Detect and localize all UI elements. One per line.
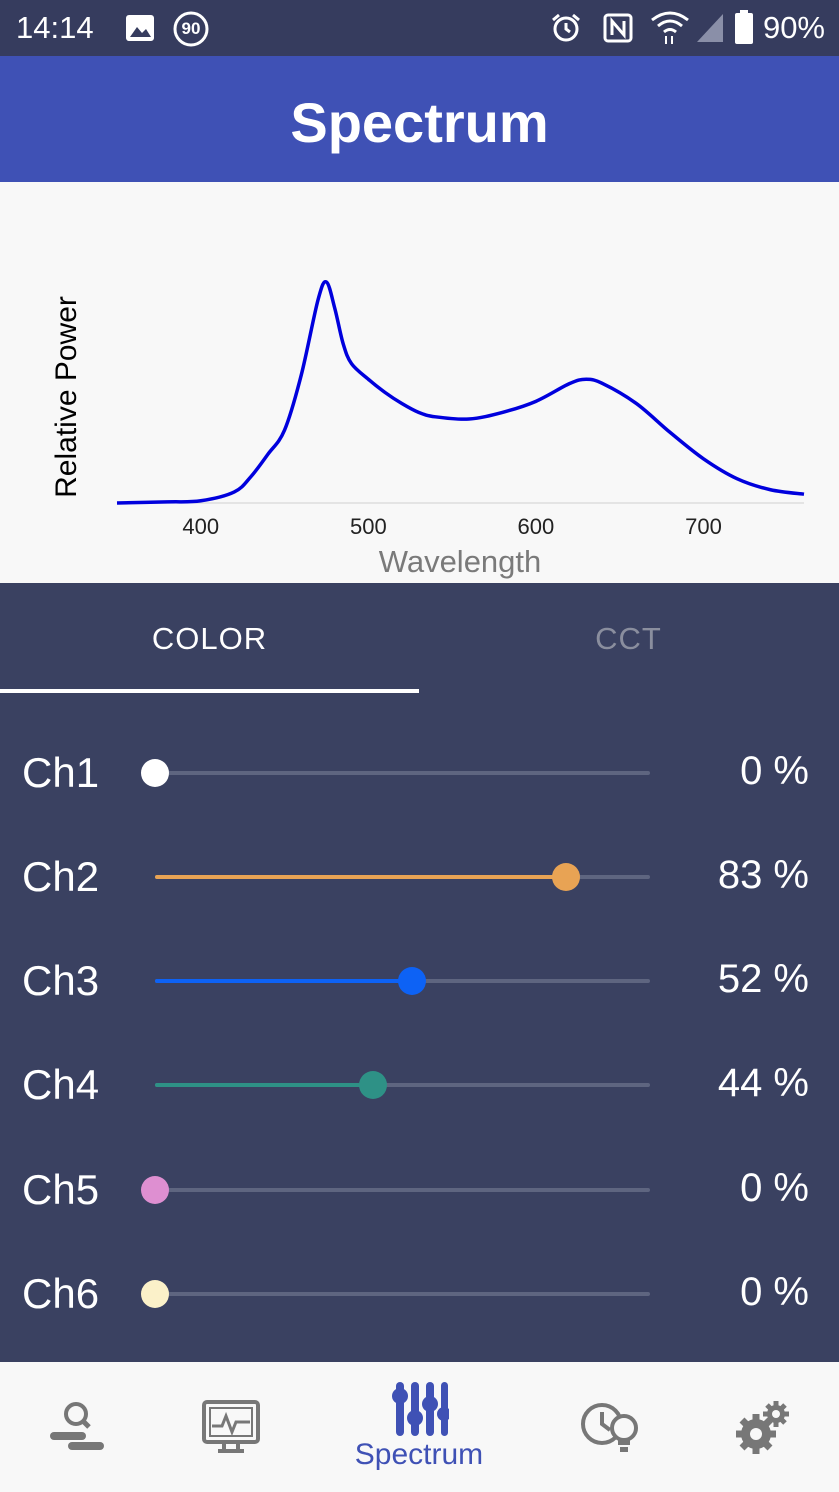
battery-icon [735, 10, 753, 44]
x-tick-label: 700 [685, 514, 722, 539]
nav-device-search[interactable] [30, 1362, 124, 1492]
tab-cct[interactable]: CCT [595, 621, 662, 656]
sliders-icon [392, 1382, 449, 1436]
channel-label: Ch5 [22, 1166, 100, 1213]
wifi-icon [651, 11, 689, 44]
slider-fill [155, 979, 413, 983]
status-time: 14:14 [16, 10, 94, 45]
device-search-icon [50, 1402, 104, 1450]
page-title: Spectrum [290, 91, 549, 154]
channel-list: Ch1 0 % Ch2 83 % Ch3 52 % Ch4 44 % Ch5 [0, 695, 839, 1362]
x-tick-label: 400 [182, 514, 219, 539]
channel-row-ch5: Ch5 0 % [0, 1136, 839, 1236]
channel-label: Ch6 [22, 1270, 100, 1317]
channel-slider-ch3[interactable] [155, 967, 650, 995]
series-line [116, 280, 805, 505]
channel-value: 83 % [717, 853, 809, 897]
channel-slider-ch6[interactable] [141, 1280, 650, 1308]
schedule-light-icon [581, 1403, 638, 1452]
channel-label: Ch2 [22, 853, 100, 900]
status-badge: 90 [181, 19, 201, 38]
tab-bar: COLOR CCT [0, 583, 839, 695]
nav-settings[interactable] [718, 1362, 812, 1492]
tab-indicator [0, 689, 419, 693]
bottom-navigation: Spectrum [0, 1362, 839, 1492]
channel-row-ch3: Ch3 52 % [0, 927, 839, 1027]
channel-label: Ch4 [22, 1061, 100, 1108]
channel-row-ch6: Ch6 0 % [0, 1240, 839, 1340]
channel-slider-ch2[interactable] [155, 863, 650, 891]
tab-color[interactable]: COLOR [151, 621, 268, 656]
image-icon [126, 15, 154, 41]
gears-icon [736, 1401, 789, 1454]
battery-percent: 90% [762, 10, 825, 45]
channel-label: Ch3 [22, 957, 100, 1004]
nav-monitor[interactable] [186, 1362, 280, 1492]
nfc-icon [603, 13, 633, 43]
channel-row-ch2: Ch2 83 % [0, 823, 839, 923]
slider-thumb[interactable] [141, 1176, 169, 1204]
slider-thumb[interactable] [358, 1071, 387, 1099]
slider-fill [155, 875, 566, 879]
channel-value: 44 % [717, 1061, 809, 1105]
channel-value: 52 % [717, 957, 809, 1001]
x-axis-label: Wavelength [379, 544, 542, 579]
spectrum-chart: Relative Power 400 500 600 700 Wavelength [0, 182, 839, 583]
x-tick-label: 500 [350, 514, 387, 539]
slider-fill [155, 1083, 373, 1087]
channel-row-ch1: Ch1 0 % [0, 719, 839, 819]
channel-slider-ch5[interactable] [141, 1176, 650, 1204]
channel-value: 0 % [740, 1270, 809, 1314]
slider-thumb[interactable] [141, 1280, 169, 1308]
nav-spectrum-label: Spectrum [354, 1438, 484, 1471]
channel-value: 0 % [740, 1166, 809, 1210]
slider-thumb[interactable] [551, 863, 580, 891]
channel-value: 0 % [740, 749, 809, 793]
monitor-icon [202, 1400, 260, 1453]
alarm-icon [552, 13, 580, 42]
x-tick-label: 600 [518, 514, 555, 539]
slider-thumb[interactable] [398, 967, 427, 995]
channel-label: Ch1 [22, 749, 100, 796]
x-axis-ticks: 400 500 600 700 [182, 514, 721, 539]
nav-schedule[interactable] [566, 1362, 660, 1492]
y-axis-label: Relative Power [50, 296, 83, 498]
channel-slider-ch1[interactable] [141, 759, 650, 787]
spectrum-chart-svg: Relative Power 400 500 600 700 Wavelength [50, 280, 805, 579]
badge-circle-icon [173, 11, 209, 47]
signal-icon [697, 14, 723, 42]
nav-spectrum[interactable]: Spectrum [329, 1362, 509, 1492]
channel-row-ch4: Ch4 44 % [0, 1031, 839, 1131]
channel-slider-ch4[interactable] [155, 1071, 650, 1099]
app-bar: Spectrum [0, 56, 839, 182]
slider-thumb[interactable] [141, 759, 169, 787]
status-bar: 14:14 90 90% [0, 0, 839, 56]
